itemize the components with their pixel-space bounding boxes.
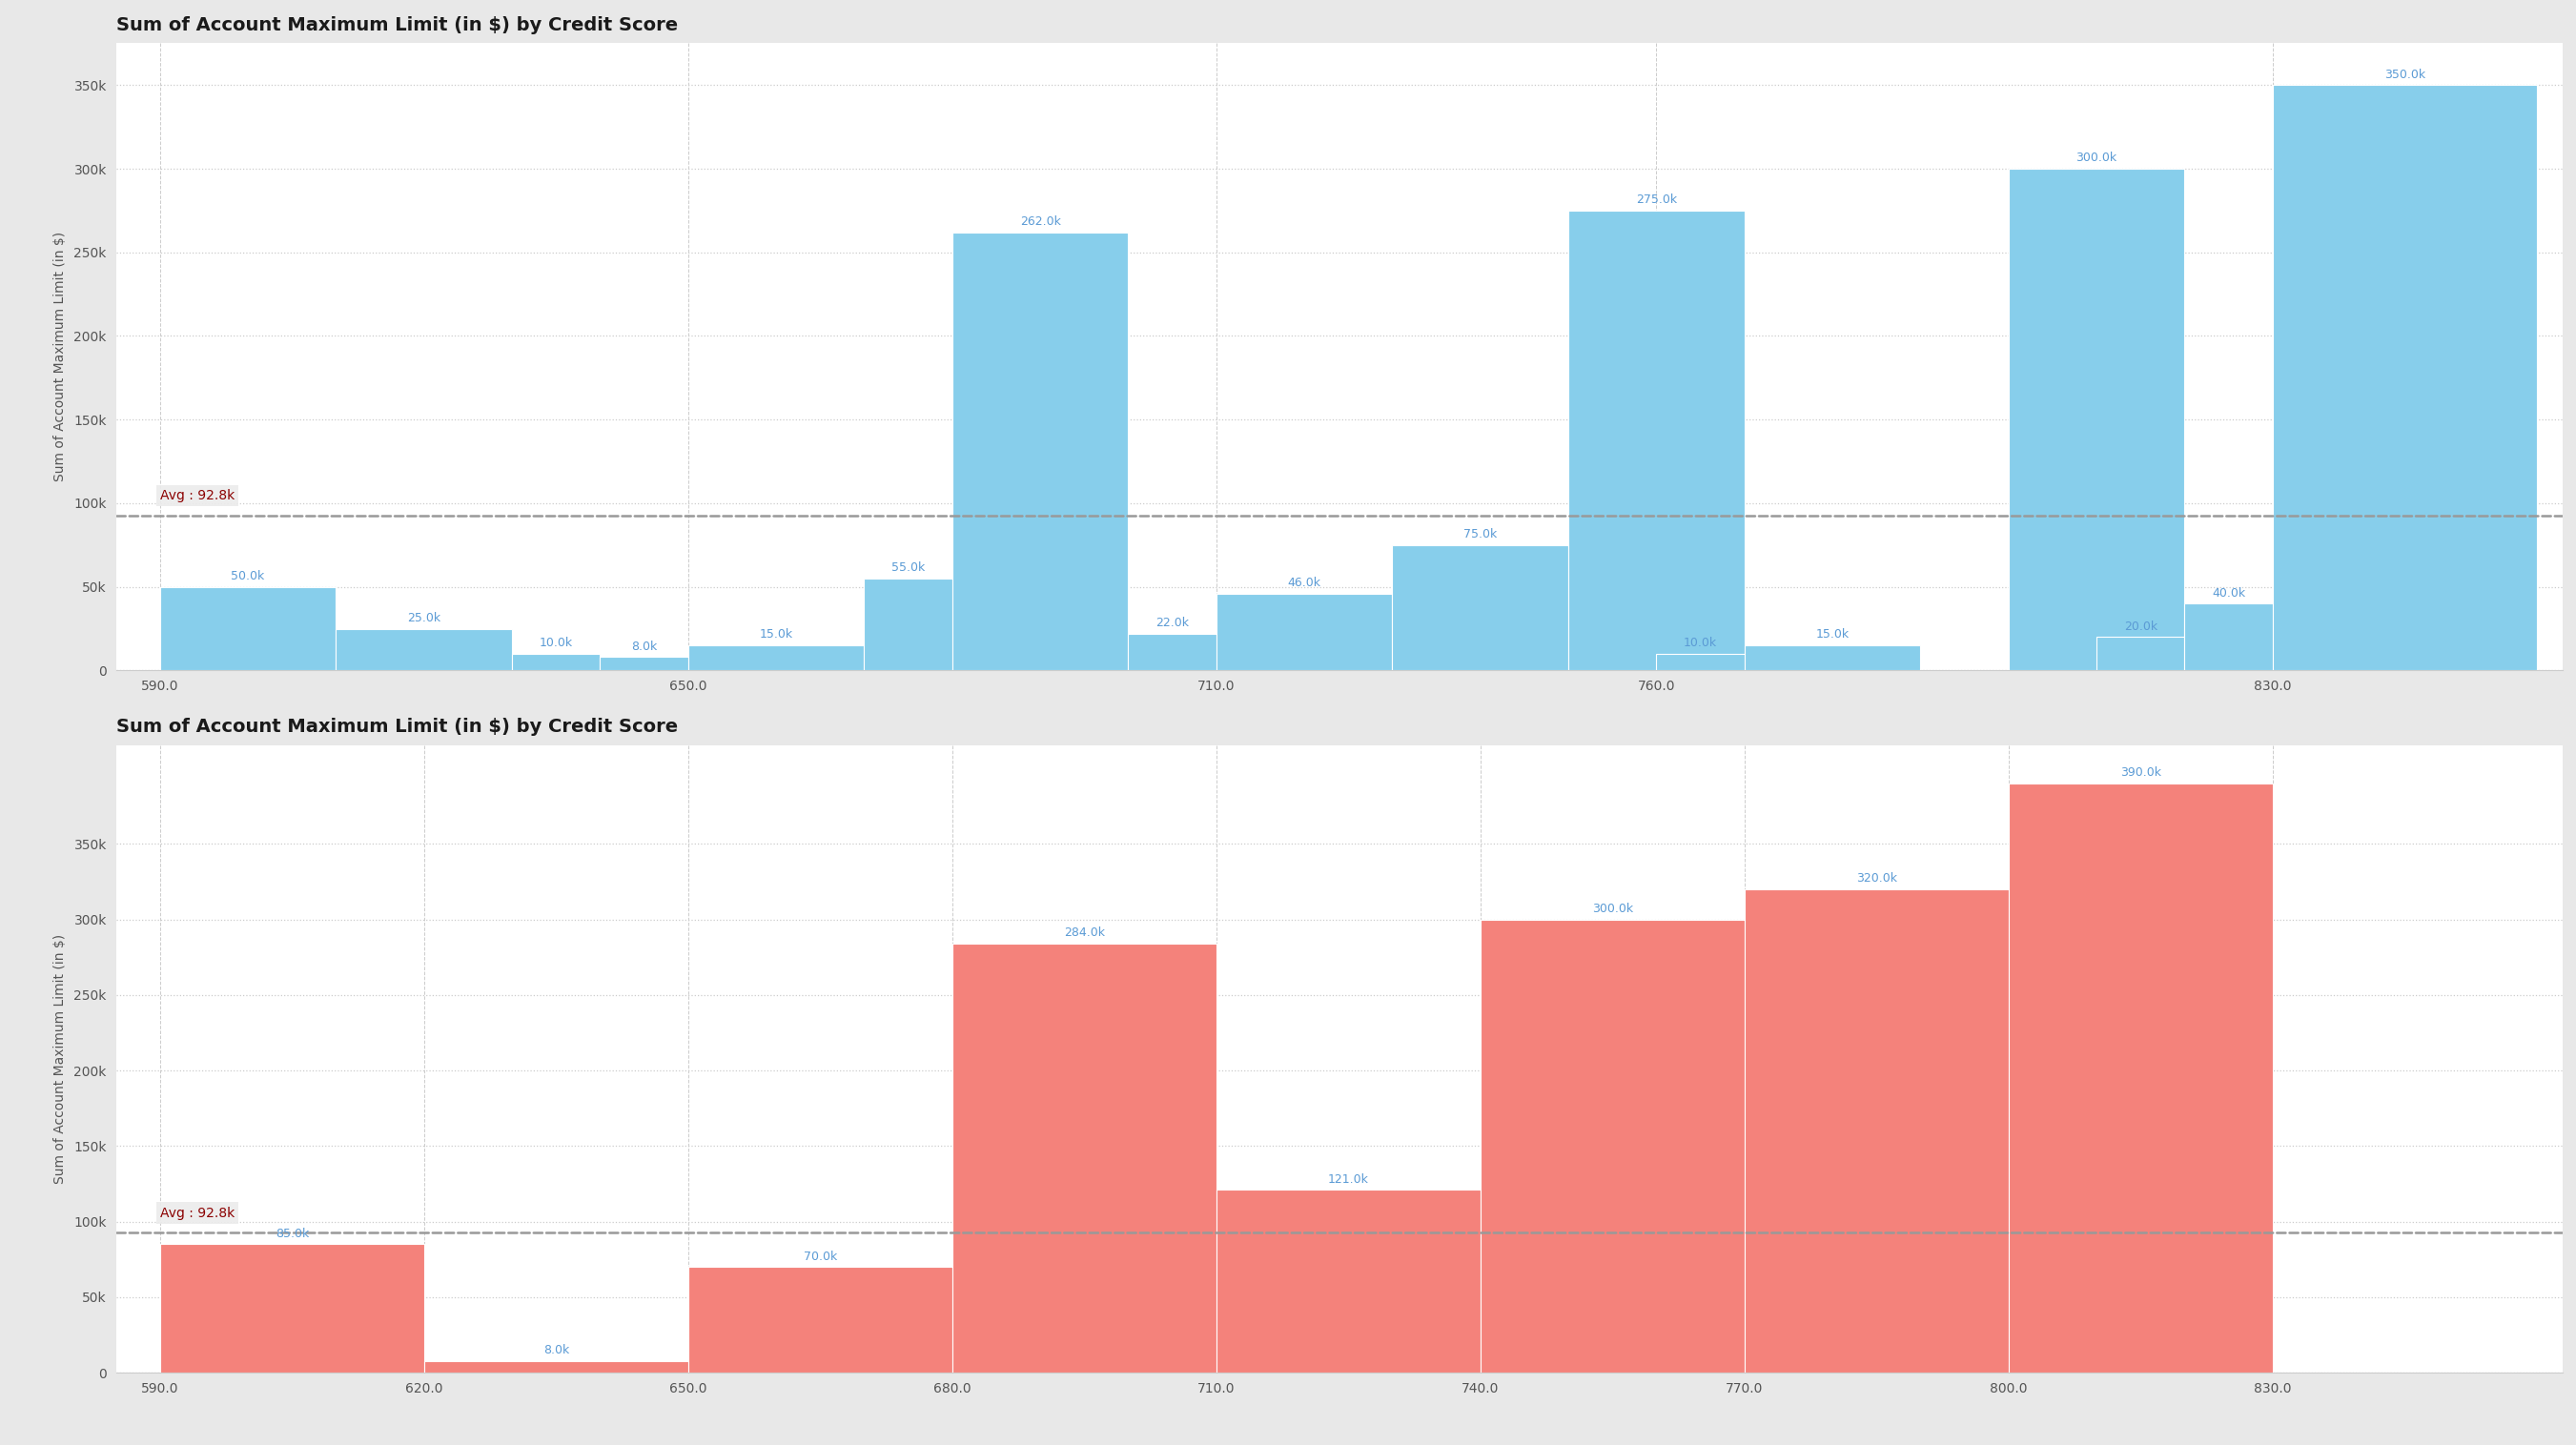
Bar: [2009, 783, 2272, 1373]
Y-axis label: Sum of Account Maximum Limit (in $): Sum of Account Maximum Limit (in $): [54, 233, 67, 481]
Bar: [1569, 211, 1744, 670]
Bar: [600, 657, 688, 670]
Bar: [953, 233, 1128, 670]
Text: 15.0k: 15.0k: [760, 629, 793, 642]
Text: 350.0k: 350.0k: [2385, 68, 2424, 81]
Bar: [688, 1267, 953, 1373]
Bar: [425, 1361, 688, 1373]
Text: 275.0k: 275.0k: [1636, 194, 1677, 207]
Bar: [863, 578, 953, 670]
Text: 22.0k: 22.0k: [1157, 617, 1190, 629]
Text: 15.0k: 15.0k: [1816, 629, 1850, 642]
Text: 20.0k: 20.0k: [2123, 620, 2156, 633]
Text: Sum of Account Maximum Limit (in $) by Credit Score: Sum of Account Maximum Limit (in $) by C…: [116, 718, 677, 737]
Bar: [2097, 637, 2184, 670]
Bar: [2272, 85, 2537, 670]
Text: 25.0k: 25.0k: [407, 611, 440, 624]
Text: 50.0k: 50.0k: [232, 569, 265, 582]
Text: 55.0k: 55.0k: [891, 562, 925, 574]
Bar: [1656, 653, 1744, 670]
Text: 46.0k: 46.0k: [1288, 577, 1321, 590]
Text: 8.0k: 8.0k: [631, 640, 657, 653]
Bar: [688, 646, 863, 670]
Bar: [2009, 169, 2184, 670]
Text: 40.0k: 40.0k: [2213, 587, 2246, 600]
Text: 75.0k: 75.0k: [1463, 529, 1497, 540]
Bar: [953, 944, 1216, 1373]
Text: 390.0k: 390.0k: [2120, 767, 2161, 779]
Bar: [1394, 545, 1569, 670]
Bar: [1216, 1189, 1481, 1373]
Bar: [1216, 594, 1394, 670]
Text: 10.0k: 10.0k: [538, 637, 572, 649]
Bar: [1744, 889, 2009, 1373]
Bar: [160, 587, 335, 670]
Text: Avg : 92.8k: Avg : 92.8k: [160, 1207, 234, 1220]
Text: 262.0k: 262.0k: [1020, 215, 1061, 228]
Bar: [1744, 646, 1922, 670]
Bar: [335, 629, 513, 670]
Bar: [513, 653, 600, 670]
Text: 70.0k: 70.0k: [804, 1250, 837, 1263]
Text: 320.0k: 320.0k: [1855, 873, 1896, 884]
Bar: [1481, 919, 1744, 1373]
Bar: [1128, 634, 1216, 670]
Bar: [2184, 604, 2272, 670]
Text: 121.0k: 121.0k: [1327, 1173, 1368, 1185]
Text: 300.0k: 300.0k: [2076, 152, 2117, 165]
Text: Sum of Account Maximum Limit (in $) by Credit Score: Sum of Account Maximum Limit (in $) by C…: [116, 16, 677, 33]
Text: 10.0k: 10.0k: [1685, 637, 1718, 649]
Text: 300.0k: 300.0k: [1592, 903, 1633, 915]
Text: 8.0k: 8.0k: [544, 1344, 569, 1357]
Text: 85.0k: 85.0k: [276, 1228, 309, 1240]
Bar: [160, 1244, 425, 1373]
Text: Avg : 92.8k: Avg : 92.8k: [160, 488, 234, 503]
Y-axis label: Sum of Account Maximum Limit (in $): Sum of Account Maximum Limit (in $): [54, 935, 67, 1183]
Text: 284.0k: 284.0k: [1064, 926, 1105, 939]
